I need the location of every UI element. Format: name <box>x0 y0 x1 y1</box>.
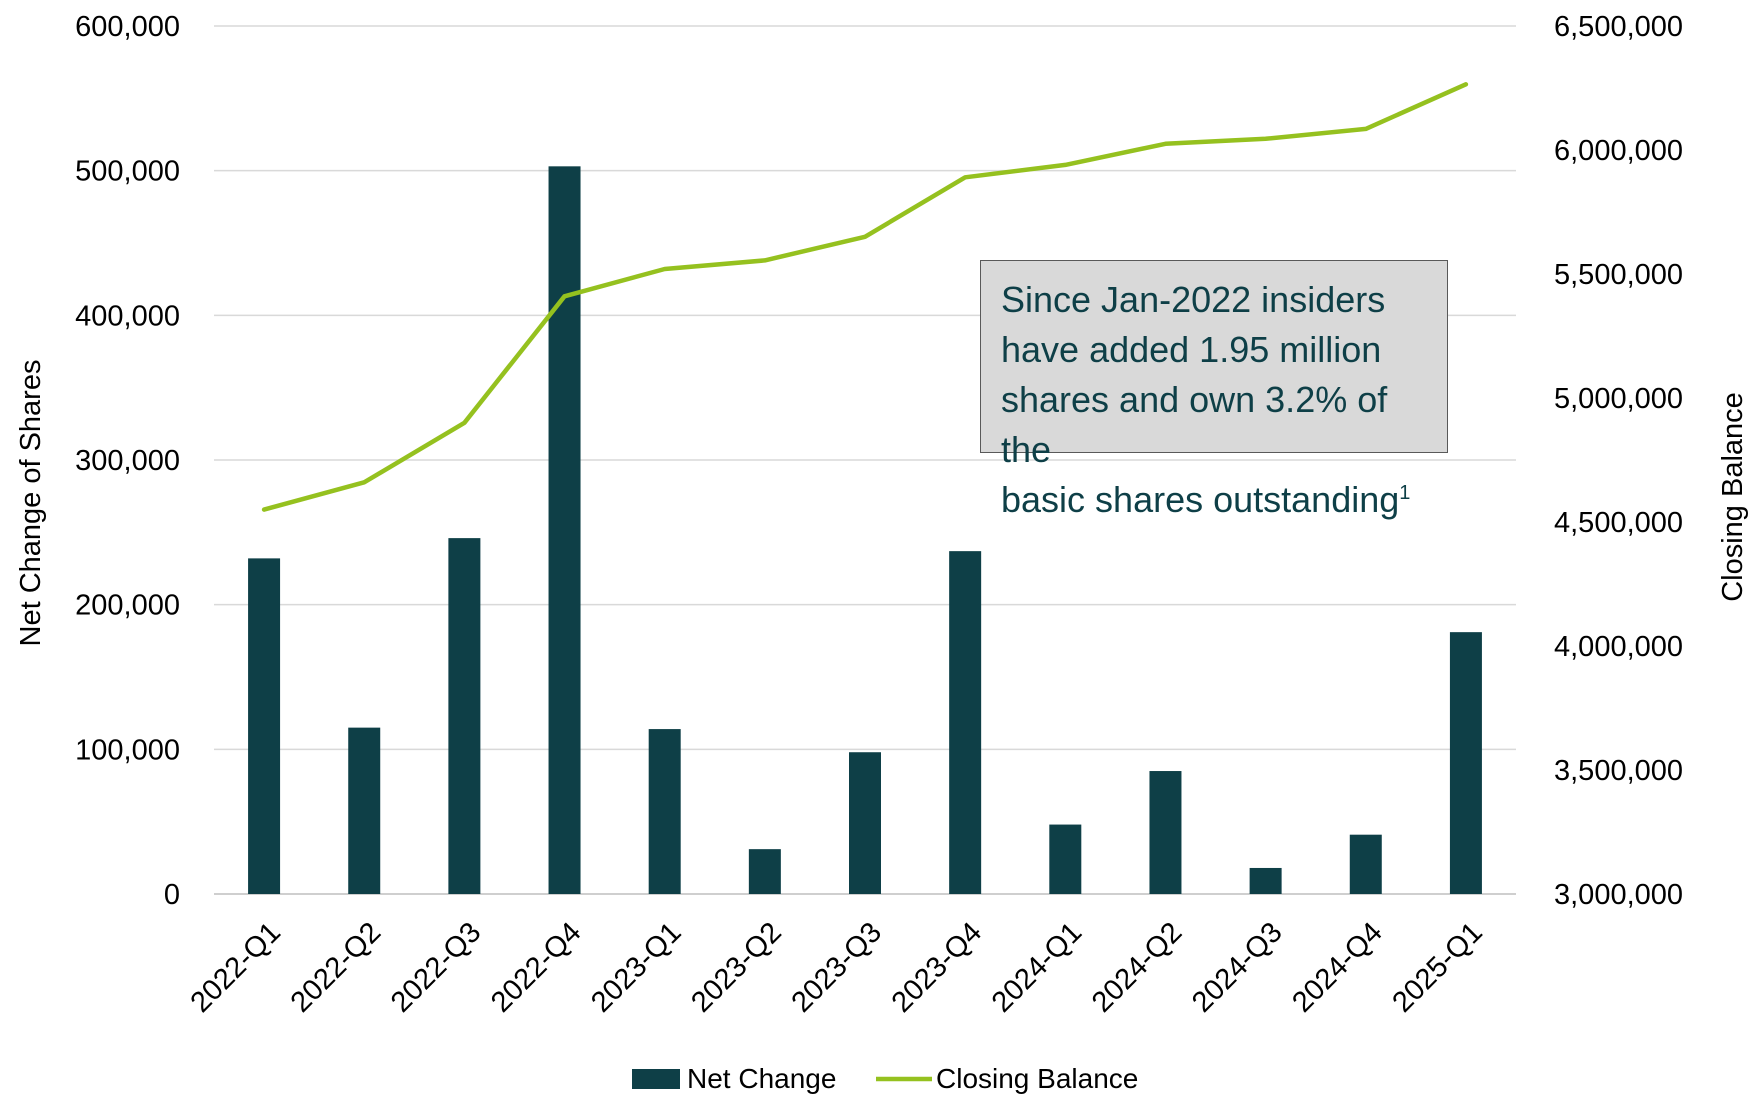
right-tick-label: 4,500,000 <box>1554 507 1683 539</box>
x-tick-label: 2023-Q1 <box>585 916 687 1018</box>
legend-swatch-net-change <box>632 1069 680 1089</box>
closing-balance-polyline <box>261 82 1469 512</box>
bar <box>949 551 982 894</box>
legend-label-net-change: Net Change <box>687 1063 836 1094</box>
annotation-line-2: have added 1.95 million <box>1001 329 1382 370</box>
x-tick-label: 2023-Q3 <box>786 916 888 1018</box>
closing-balance-line <box>261 82 1469 512</box>
bar <box>1149 771 1182 894</box>
bar <box>849 752 881 894</box>
x-tick-label: 2022-Q2 <box>285 916 387 1018</box>
x-tick-label: 2024-Q3 <box>1186 916 1288 1018</box>
gridlines <box>214 25 1516 895</box>
right-tick-label: 6,000,000 <box>1554 135 1683 167</box>
annotation-box: Since Jan-2022 insiders have added 1.95 … <box>980 260 1448 520</box>
x-tick-label: 2024-Q4 <box>1286 916 1388 1018</box>
x-tick-label: 2022-Q3 <box>385 916 487 1018</box>
x-axis-ticks: 2022-Q12022-Q22022-Q32022-Q42023-Q12023-… <box>185 916 1489 1018</box>
bar <box>248 558 281 894</box>
annotation-line-3: shares and own 3.2% of the <box>1001 379 1388 470</box>
x-tick-label: 2024-Q1 <box>986 916 1088 1018</box>
right-tick-label: 3,500,000 <box>1554 755 1683 787</box>
legend: Net Change Closing Balance <box>632 1063 1138 1094</box>
left-tick-label: 600,000 <box>75 11 180 43</box>
left-axis-ticks: 0 100,000 200,000 300,000 400,000 500,000 600,… <box>75 11 180 911</box>
annotation-line-4: basic shares outstanding1 <box>1001 475 1427 525</box>
bar <box>1249 867 1282 894</box>
right-tick-label: 3,000,000 <box>1554 879 1683 911</box>
left-axis-title: Net Change of Shares <box>15 360 47 647</box>
bar <box>348 727 381 894</box>
right-tick-label: 6,500,000 <box>1554 11 1683 43</box>
bar <box>1349 834 1382 894</box>
bar <box>548 166 581 894</box>
right-tick-label: 5,000,000 <box>1554 383 1683 415</box>
x-tick-label: 2024-Q2 <box>1086 916 1188 1018</box>
x-tick-label: 2022-Q4 <box>485 916 587 1018</box>
annotation-line-1: Since Jan-2022 insiders <box>1001 279 1386 320</box>
x-tick-label: 2025-Q1 <box>1386 916 1488 1018</box>
right-axis-ticks: 3,000,000 3,500,000 4,000,000 4,500,000 5,00… <box>1554 11 1683 911</box>
bar <box>448 538 481 894</box>
left-tick-label: 100,000 <box>75 734 180 766</box>
annotation-line-4-text: basic shares outstanding <box>1001 479 1400 520</box>
left-tick-label: 0 <box>164 879 180 911</box>
bar <box>648 729 681 894</box>
right-tick-label: 4,000,000 <box>1554 631 1683 663</box>
net-change-bars <box>248 166 1482 894</box>
left-tick-label: 300,000 <box>75 445 180 477</box>
annotation-footnote: 1 <box>1399 482 1411 504</box>
right-tick-label: 5,500,000 <box>1554 259 1683 291</box>
left-tick-label: 400,000 <box>75 300 180 332</box>
bar <box>1449 632 1482 894</box>
bar <box>1049 824 1082 894</box>
legend-label-closing-balance: Closing Balance <box>936 1063 1138 1094</box>
bar <box>748 849 781 894</box>
x-tick-label: 2023-Q4 <box>886 916 988 1018</box>
right-axis-title: Closing Balance <box>1717 392 1749 602</box>
left-tick-label: 500,000 <box>75 156 180 188</box>
x-tick-label: 2022-Q1 <box>185 916 287 1018</box>
x-tick-label: 2023-Q2 <box>685 916 787 1018</box>
left-tick-label: 200,000 <box>75 590 180 622</box>
